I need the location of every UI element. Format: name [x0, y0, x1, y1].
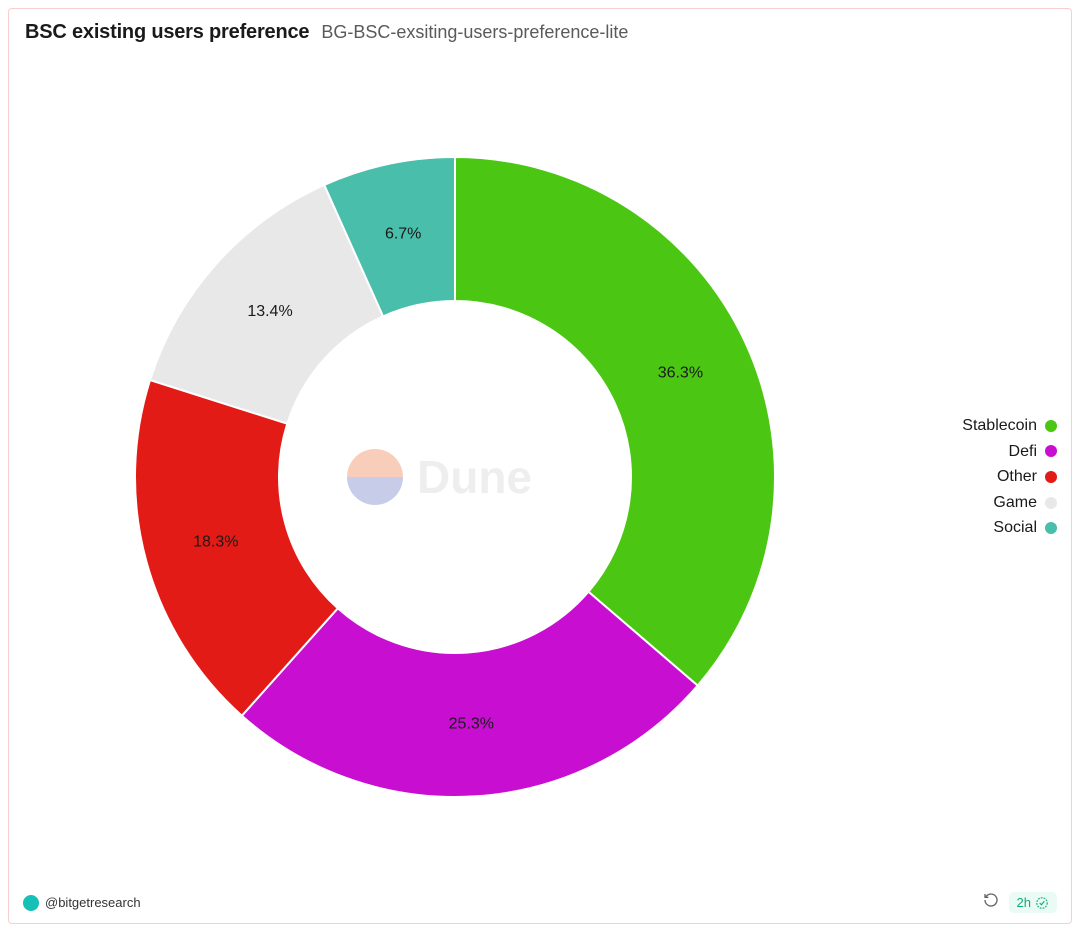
- legend-dot-icon: [1045, 522, 1057, 534]
- legend-item[interactable]: Social: [909, 515, 1057, 541]
- legend-item[interactable]: Stablecoin: [909, 413, 1057, 439]
- legend-dot-icon: [1045, 471, 1057, 483]
- legend-item[interactable]: Game: [909, 490, 1057, 516]
- legend-label: Defi: [1009, 439, 1037, 465]
- legend-item[interactable]: Other: [909, 464, 1057, 490]
- donut-chart: 36.3% 25.3% 18.3% 13.4% 6.7% Dune: [55, 87, 855, 847]
- slice-label: 13.4%: [247, 303, 292, 320]
- footer-actions: 2h: [983, 892, 1057, 913]
- slice-label: 25.3%: [449, 716, 494, 733]
- footer-author[interactable]: @bitgetresearch: [23, 895, 141, 911]
- refresh-icon: [983, 892, 999, 908]
- chart-subtitle: BG-BSC-exsiting-users-preference-lite: [321, 22, 628, 43]
- donut-slice[interactable]: [455, 157, 775, 686]
- legend: StablecoinDefiOtherGameSocial: [901, 413, 1071, 541]
- chart-card: BSC existing users preference BG-BSC-exs…: [8, 8, 1072, 924]
- refresh-button[interactable]: [983, 892, 999, 913]
- slice-label: 36.3%: [658, 365, 703, 382]
- author-handle: @bitgetresearch: [45, 895, 141, 910]
- dune-watermark: Dune: [347, 449, 532, 505]
- legend-dot-icon: [1045, 420, 1057, 432]
- slice-label: 6.7%: [385, 226, 421, 243]
- card-footer: @bitgetresearch 2h: [9, 884, 1071, 923]
- slice-label: 18.3%: [193, 534, 238, 551]
- refresh-time-text: 2h: [1017, 895, 1031, 910]
- legend-label: Other: [997, 464, 1037, 490]
- legend-dot-icon: [1045, 445, 1057, 457]
- refresh-time-badge[interactable]: 2h: [1009, 892, 1057, 913]
- donut-container: 36.3% 25.3% 18.3% 13.4% 6.7% Dune: [9, 50, 901, 884]
- check-circle-icon: [1035, 896, 1049, 910]
- chart-area: 36.3% 25.3% 18.3% 13.4% 6.7% Dune StablecoinD…: [9, 50, 1071, 884]
- chart-title: BSC existing users preference: [25, 21, 309, 44]
- legend-label: Social: [993, 515, 1037, 541]
- card-header: BSC existing users preference BG-BSC-exs…: [9, 9, 1071, 50]
- svg-text:Dune: Dune: [417, 451, 532, 503]
- legend-label: Game: [993, 490, 1037, 516]
- legend-item[interactable]: Defi: [909, 439, 1057, 465]
- legend-label: Stablecoin: [962, 413, 1037, 439]
- author-avatar-icon: [23, 895, 39, 911]
- legend-dot-icon: [1045, 497, 1057, 509]
